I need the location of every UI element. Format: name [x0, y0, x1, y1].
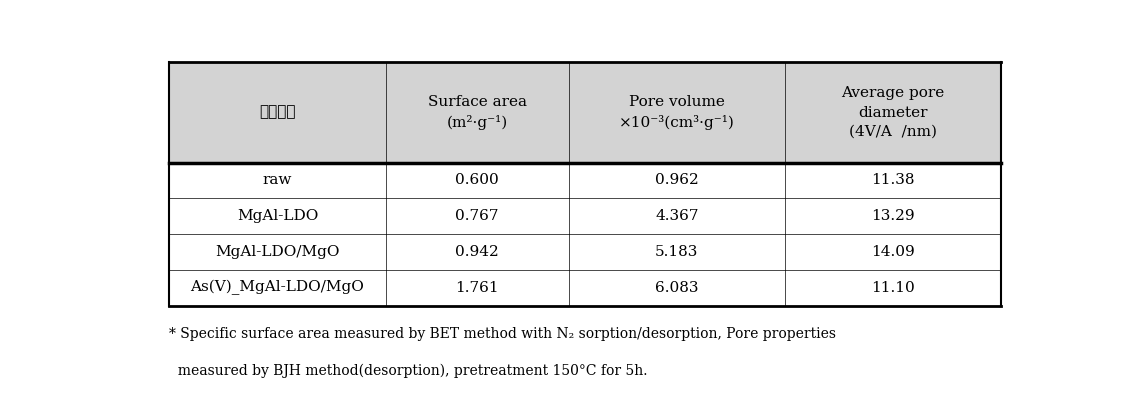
Text: MgAl-LDO/MgO: MgAl-LDO/MgO	[215, 245, 339, 259]
Text: 11.38: 11.38	[871, 173, 915, 188]
Text: 4.367: 4.367	[656, 209, 699, 223]
Bar	[169, 234, 1002, 270]
Text: As(V)_MgAl-LDO/MgO: As(V)_MgAl-LDO/MgO	[191, 280, 364, 296]
Text: 14.09: 14.09	[871, 245, 915, 259]
Text: 0.600: 0.600	[456, 173, 499, 188]
Text: 0.942: 0.942	[456, 245, 499, 259]
Text: 13.29: 13.29	[871, 209, 915, 223]
Text: 1.761: 1.761	[456, 281, 499, 295]
Bar	[169, 62, 1002, 163]
Text: MgAl-LDO: MgAl-LDO	[236, 209, 319, 223]
Bar	[169, 198, 1002, 234]
Text: 필터종류: 필터종류	[259, 106, 296, 119]
Bar	[169, 163, 1002, 198]
Bar	[169, 270, 1002, 306]
Text: 5.183: 5.183	[656, 245, 699, 259]
Text: 0.962: 0.962	[654, 173, 699, 188]
Text: * Specific surface area measured by BET method with N₂ sorption/desorption, Pore: * Specific surface area measured by BET …	[169, 327, 836, 341]
Text: measured by BJH method(desorption), pretreatment 150°C for 5h.: measured by BJH method(desorption), pret…	[169, 363, 648, 378]
Text: raw: raw	[263, 173, 292, 188]
Text: 0.767: 0.767	[456, 209, 499, 223]
Text: 6.083: 6.083	[656, 281, 699, 295]
Text: Pore volume
×10⁻³(cm³·g⁻¹): Pore volume ×10⁻³(cm³·g⁻¹)	[619, 95, 734, 130]
Text: Average pore
diameter
(4V/A  /nm): Average pore diameter (4V/A /nm)	[842, 86, 944, 139]
Text: Surface area
(m²·g⁻¹): Surface area (m²·g⁻¹)	[427, 95, 526, 130]
Text: 11.10: 11.10	[871, 281, 915, 295]
